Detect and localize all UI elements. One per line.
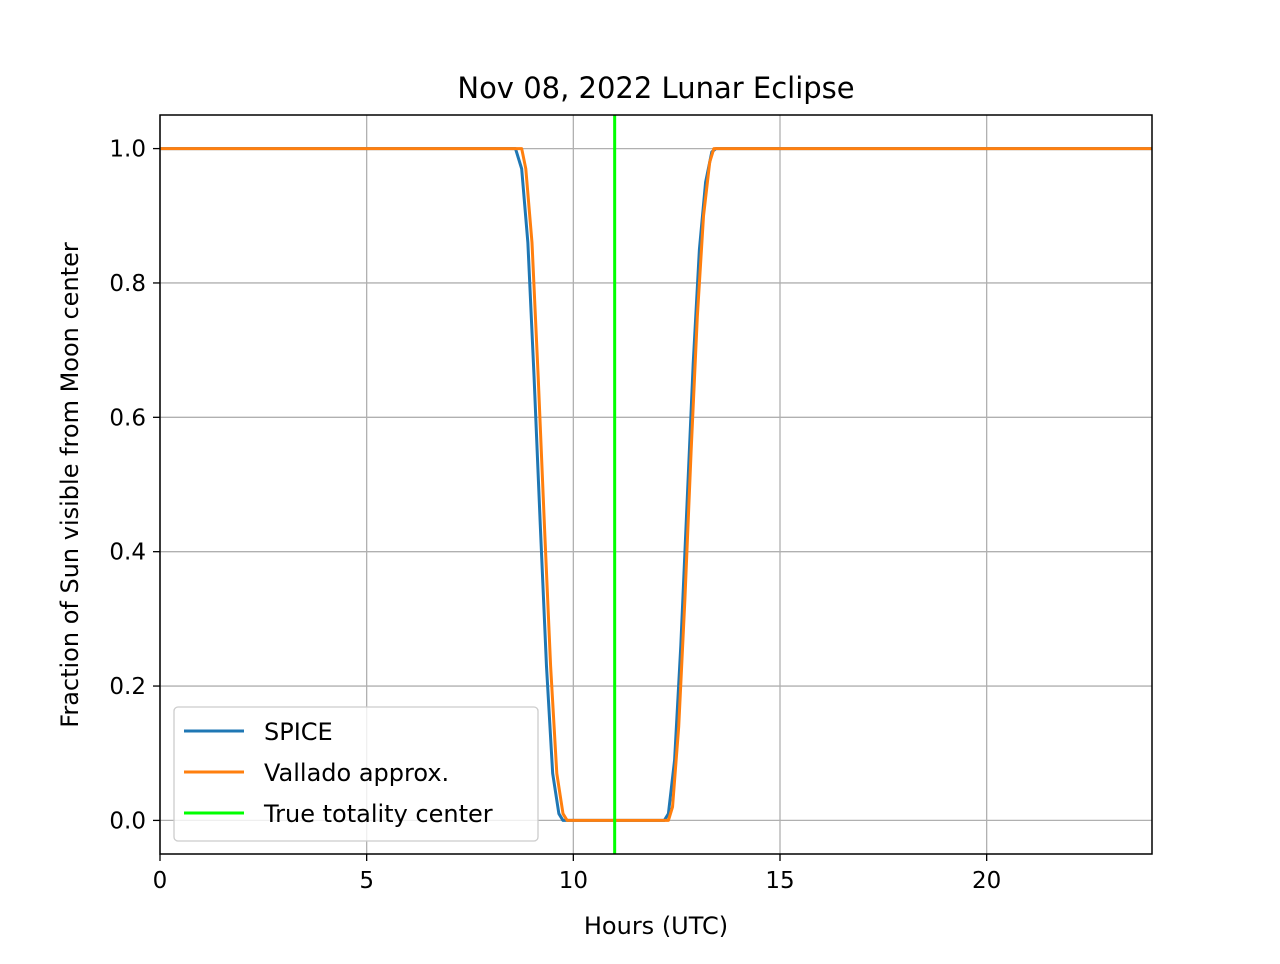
- plot-lines: [160, 115, 1152, 854]
- legend-label-spice: SPICE: [264, 718, 333, 746]
- x-tick-label: 0: [153, 868, 168, 894]
- series-line-vallado: [160, 147, 1152, 822]
- legend-label-totality: True totality center: [263, 800, 493, 828]
- legend: SPICE Vallado approx. True totality cent…: [173, 706, 539, 842]
- legend-label-vallado: Vallado approx.: [264, 759, 449, 787]
- y-axis-label: Fraction of Sun visible from Moon center: [56, 242, 84, 728]
- y-tick-label: 1.0: [109, 137, 146, 163]
- x-tick-label: 15: [765, 868, 794, 894]
- x-axis-label: Hours (UTC): [584, 912, 728, 940]
- y-tick-label: 0.0: [109, 808, 146, 834]
- x-tick-label: 5: [359, 868, 374, 894]
- y-tick-label: 0.8: [109, 271, 146, 297]
- y-axis: 0.0 0.2 0.4 0.6 0.8 1.0: [109, 137, 160, 834]
- legend-box: [173, 706, 539, 842]
- x-tick-label: 10: [559, 868, 588, 894]
- x-tick-label: 20: [972, 868, 1001, 894]
- y-tick-label: 0.2: [109, 674, 146, 700]
- x-axis: 0 5 10 15 20: [153, 854, 1001, 894]
- y-tick-label: 0.6: [109, 405, 146, 431]
- y-tick-label: 0.4: [109, 540, 146, 566]
- chart-title: Nov 08, 2022 Lunar Eclipse: [457, 71, 854, 105]
- plot-frame: [159, 114, 1153, 855]
